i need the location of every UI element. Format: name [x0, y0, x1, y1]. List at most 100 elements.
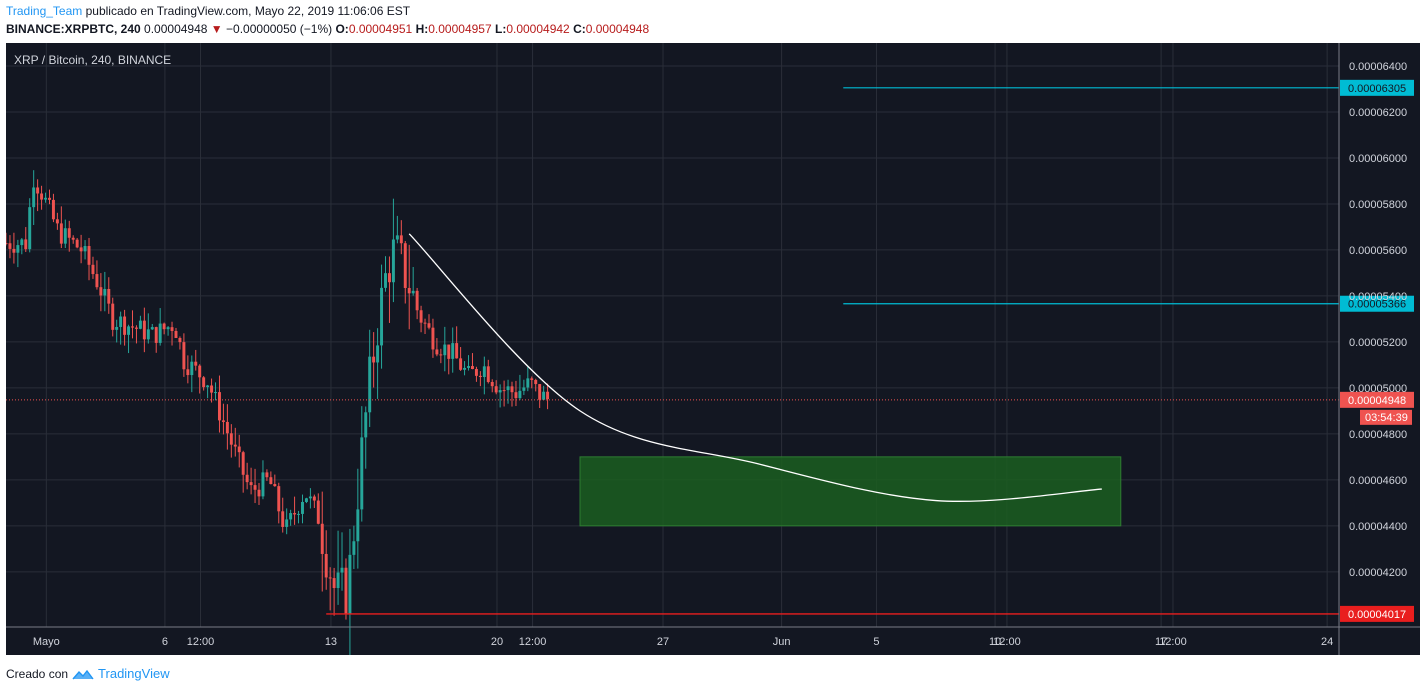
candle-body — [95, 274, 99, 288]
resistance-level-tag — [1340, 79, 1414, 96]
candle-body — [427, 323, 431, 328]
tradingview-link[interactable]: TradingView — [98, 666, 170, 681]
current-price-tag — [1340, 391, 1414, 408]
candle-body — [103, 288, 107, 296]
candle-body — [301, 501, 304, 514]
candle-body — [336, 572, 340, 589]
candle-body — [217, 392, 221, 421]
candle-body — [340, 567, 344, 573]
candle-body — [467, 366, 470, 368]
candle-body — [372, 356, 376, 363]
candle-body — [411, 290, 415, 294]
candle-body — [119, 316, 123, 327]
candle-body — [506, 386, 510, 391]
candle-body — [138, 320, 142, 329]
countdown-tag — [1360, 409, 1412, 425]
candle-body — [206, 385, 210, 388]
x-tick-label: 27 — [657, 636, 669, 648]
candle-body — [237, 446, 241, 453]
candle-body — [127, 326, 131, 335]
candle-body — [324, 553, 328, 578]
candle-body — [16, 245, 20, 253]
candle-body — [20, 239, 24, 246]
candle-body — [142, 320, 146, 340]
candle-body — [36, 187, 40, 194]
axes: 0.00006400 0.00006200 0.00006000 0.00005800… — [6, 43, 1420, 655]
candle-body — [431, 327, 435, 350]
candle-body — [510, 386, 514, 393]
price-chart[interactable]: 0.000063050.000053660.0000494803:54:390.… — [6, 43, 1420, 655]
grid-lines — [6, 43, 1420, 655]
candle-body — [344, 567, 348, 614]
candle-body — [470, 366, 474, 370]
candle-body — [498, 390, 502, 393]
y-tick-label: 0.00004400 — [1349, 521, 1407, 533]
candle-body — [352, 541, 356, 555]
candle-body — [423, 322, 427, 324]
support-level-tag — [1340, 605, 1414, 622]
low-label: L: — [494, 22, 507, 36]
target-zone[interactable] — [579, 456, 1122, 527]
author-link[interactable]: Trading_Team — [6, 4, 83, 18]
candle-body — [87, 246, 91, 265]
candle-body — [522, 387, 526, 391]
x-tick-label: 12:00 — [1159, 636, 1187, 648]
candle-body — [134, 327, 138, 329]
candle-body — [8, 243, 12, 249]
candle-body — [360, 437, 364, 510]
candle-body — [202, 377, 206, 388]
plot-background — [6, 43, 1420, 655]
candle-body — [150, 327, 154, 330]
projection-arc[interactable] — [408, 233, 1102, 502]
candle-body — [376, 345, 380, 363]
candle-body — [229, 433, 233, 445]
x-tick-label: 12:00 — [187, 636, 215, 648]
current-price-label: 0.00004948 — [1348, 395, 1406, 407]
y-tick-label: 0.00005000 — [1349, 383, 1407, 395]
publish-info: Trading_Team publicado en TradingView.co… — [6, 4, 410, 18]
x-tick-label: 6 — [162, 636, 168, 648]
candle-body — [297, 513, 301, 515]
price-change: −0.00000050 (−1%) — [226, 22, 333, 36]
y-tick-label: 0.00006200 — [1349, 107, 1407, 119]
candle-body — [534, 379, 538, 385]
candle-body — [384, 273, 387, 288]
open-label: O: — [335, 22, 349, 36]
y-tick-label: 0.00004200 — [1349, 567, 1407, 579]
candle-body — [123, 316, 127, 335]
candle-body — [194, 361, 198, 366]
candle-body — [312, 496, 316, 501]
candle-body — [40, 193, 44, 200]
candle-body — [308, 496, 312, 499]
candle-body — [245, 474, 249, 483]
support-level-label: 0.00004017 — [1348, 609, 1406, 621]
tradingview-logo-icon — [72, 669, 94, 679]
candle-body — [51, 199, 55, 220]
down-arrow-icon: ▼ — [210, 22, 223, 36]
candle-body — [273, 484, 277, 487]
low-value: 0.00004942 — [506, 22, 570, 36]
candle-body — [502, 390, 506, 392]
candle-body — [459, 358, 463, 370]
y-tick-label: 0.00006000 — [1349, 153, 1407, 165]
candle-body — [316, 500, 320, 524]
candle-body — [474, 369, 478, 376]
chart-panel[interactable]: 0.00006305 0.00005366 0.00004948 03:54:39 0.… — [6, 43, 1420, 655]
candle-body — [415, 290, 419, 311]
y-tick-label: 0.00006400 — [1349, 61, 1407, 73]
candle-body — [198, 365, 202, 378]
resistance-level-tag — [1340, 295, 1414, 312]
candle-body — [526, 378, 530, 388]
candle-body — [166, 327, 170, 330]
candle-body — [233, 444, 237, 447]
candle-body — [332, 578, 336, 589]
candle-body — [257, 489, 261, 497]
candle-body — [463, 367, 467, 370]
x-tick-label: 13 — [325, 636, 337, 648]
countdown-label: 03:54:39 — [1365, 412, 1408, 424]
candle-body — [79, 247, 83, 252]
candle-body — [419, 310, 423, 323]
candle-body — [439, 354, 443, 356]
candle-body — [221, 420, 225, 422]
candle-body — [71, 237, 75, 240]
